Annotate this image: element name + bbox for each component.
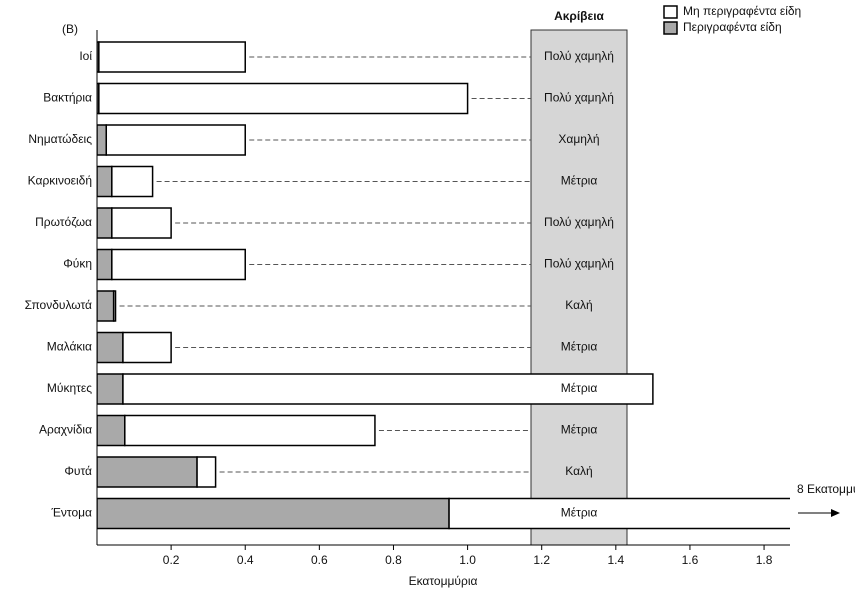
undescribed-bar [196, 456, 217, 488]
undescribed-bar [112, 290, 117, 322]
x-tick-label: 0.8 [385, 553, 402, 567]
x-tick-label: 0.6 [311, 553, 328, 567]
accuracy-label: Μέτρια [561, 174, 598, 188]
y-tick-label: Πρωτόζωα [35, 215, 92, 229]
y-tick-label: Σπονδυλωτά [25, 298, 92, 312]
y-tick-label: Μύκητες [47, 381, 92, 395]
y-tick-label: Μαλάκια [47, 340, 92, 354]
y-tick-label: Νηματώδεις [28, 132, 92, 146]
x-tick-label: 1.8 [756, 553, 773, 567]
y-tick-label: Ιοί [79, 49, 92, 63]
undescribed-bar [98, 41, 246, 73]
described-bar [97, 373, 124, 405]
undescribed-bar [122, 331, 172, 364]
undescribed-bar [98, 82, 469, 115]
described-bar [97, 414, 126, 447]
panel-label: (B) [62, 22, 78, 36]
described-bar [97, 497, 450, 530]
undescribed-bar [122, 373, 654, 405]
arrowhead [831, 509, 840, 517]
accuracy-label: Μέτρια [561, 340, 598, 354]
described-bar [97, 290, 115, 322]
y-tick-label: Καρκινοειδή [28, 174, 92, 188]
y-tick-label: Έντομα [50, 506, 92, 520]
legend-swatch [663, 5, 678, 19]
x-tick-label: 0.4 [237, 553, 254, 567]
accuracy-label: Χαμηλή [558, 132, 599, 146]
accuracy-label: Πολύ χαμηλή [544, 215, 614, 229]
described-bar [97, 456, 198, 488]
y-tick-label: Φυτά [64, 464, 92, 478]
described-bar [97, 124, 108, 156]
described-bar [97, 248, 113, 281]
accuracy-label: Πολύ χαμηλή [544, 91, 614, 105]
y-tick-label: Βακτήρια [43, 91, 92, 105]
accuracy-label: Μέτρια [561, 381, 598, 395]
annotation: 8 Εκατομμύρια [797, 482, 855, 496]
accuracy-label: Πολύ χαμηλή [544, 257, 614, 271]
x-tick-label: 1.0 [459, 553, 476, 567]
x-tick-label: 1.2 [533, 553, 550, 567]
x-tick-label: 1.4 [607, 553, 624, 567]
accuracy-label: Καλή [565, 298, 592, 312]
y-tick-label: Φύκη [63, 257, 92, 271]
described-bar [97, 331, 124, 364]
described-bar [97, 207, 113, 239]
undescribed-bar [105, 124, 246, 156]
accuracy-column [530, 29, 628, 546]
x-tick-label: 0.2 [163, 553, 180, 567]
legend-swatch [663, 21, 678, 35]
legend-label: Περιγραφέντα είδη [683, 20, 782, 34]
x-tick-label: 1.6 [682, 553, 699, 567]
y-tick-label: Αραχνίδια [39, 423, 92, 437]
accuracy-title: Ακρίβεια [554, 9, 604, 23]
undescribed-bar [111, 207, 172, 239]
accuracy-label: Μέτρια [561, 506, 598, 520]
x-axis-title: Εκατομμύρια [409, 574, 478, 588]
accuracy-label: Καλή [565, 464, 592, 478]
undescribed-bar [111, 165, 154, 198]
undescribed-bar [124, 414, 376, 447]
undescribed-bar [111, 248, 246, 281]
accuracy-label: Πολύ χαμηλή [544, 49, 614, 63]
accuracy-label: Μέτρια [561, 423, 598, 437]
described-bar [97, 165, 113, 198]
undescribed-bar [448, 497, 790, 530]
legend-label: Μη περιγραφέντα είδη [683, 4, 801, 18]
